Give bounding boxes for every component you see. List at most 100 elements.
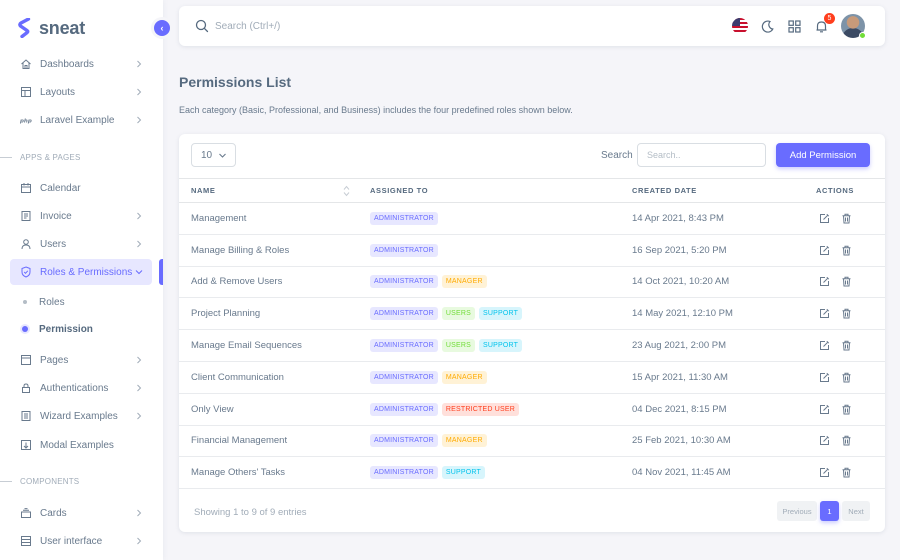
edit-icon[interactable] <box>817 370 831 384</box>
role-badge-support: SUPPORT <box>479 339 523 353</box>
page-title: Permissions List <box>179 74 292 90</box>
sidebar-item-label: Cards <box>40 507 67 519</box>
sidebar-item-wizard-examples[interactable]: Wizard Examples <box>10 403 152 429</box>
edit-icon[interactable] <box>817 307 831 321</box>
sidebar-item-users[interactable]: Users <box>10 231 152 257</box>
search-placeholder: Search (Ctrl+/) <box>215 20 281 32</box>
add-permission-button[interactable]: Add Permission <box>776 143 870 167</box>
delete-icon[interactable] <box>839 466 853 480</box>
role-badge-admin: ADMINISTRATOR <box>370 339 438 353</box>
delete-icon[interactable] <box>839 434 853 448</box>
user-avatar[interactable] <box>841 14 866 39</box>
permission-name: Manage Billing & Roles <box>179 234 358 267</box>
sidebar-item-layouts[interactable]: Layouts <box>10 79 152 105</box>
role-badge-support: SUPPORT <box>441 466 486 480</box>
table-row: Add & Remove Users ADMINISTRATOR MANAGER 14… <box>179 266 885 299</box>
table-row: Manage Billing & Roles ADMINISTRATOR 16 Se… <box>179 234 885 267</box>
chevron-right-icon <box>137 356 142 364</box>
created-date: 23 Aug 2021, 2:00 PM <box>632 329 785 362</box>
sidebar-item-authentications[interactable]: Authentications <box>10 375 152 401</box>
role-badge-admin: ADMINISTRATOR <box>370 307 438 321</box>
edit-icon[interactable] <box>817 211 831 225</box>
chevron-right-icon <box>137 509 142 517</box>
calendar-icon <box>20 182 32 194</box>
created-date: 15 Apr 2021, 11:30 AM <box>632 361 785 394</box>
bullet-icon <box>23 300 27 304</box>
delete-icon[interactable] <box>839 307 853 321</box>
wizard-icon <box>20 410 32 422</box>
row-actions <box>785 202 885 235</box>
chevron-down-icon <box>219 153 226 158</box>
delete-icon[interactable] <box>839 370 853 384</box>
global-search[interactable]: Search (Ctrl+/) <box>195 19 280 33</box>
theme-toggle-button[interactable] <box>759 18 775 34</box>
notifications-button[interactable]: 5 <box>813 13 835 34</box>
shortcuts-button[interactable] <box>786 18 802 34</box>
ui-icon <box>20 535 32 547</box>
online-status-dot <box>859 32 866 39</box>
permission-name: Management <box>179 202 358 235</box>
sidebar-subitem-roles[interactable]: Roles <box>10 290 152 314</box>
user-icon <box>20 238 32 250</box>
sort-icon <box>343 185 350 197</box>
table-search-input[interactable]: Search.. <box>637 143 766 167</box>
notification-count-badge: 5 <box>824 13 835 24</box>
delete-icon[interactable] <box>839 339 853 353</box>
edit-icon[interactable] <box>817 434 831 448</box>
sidebar-item-label: Calendar <box>40 182 81 194</box>
sidebar-item-cards[interactable]: Cards <box>10 500 152 526</box>
sidebar-item-pages[interactable]: Pages <box>10 347 152 373</box>
edit-icon[interactable] <box>817 339 831 353</box>
delete-icon[interactable] <box>839 243 853 257</box>
sidebar-subitem-label: Permission <box>39 323 93 335</box>
sidebar-item-user-interface[interactable]: User interface <box>10 528 152 554</box>
sneat-logo-icon <box>18 18 31 38</box>
role-badge-manager: MANAGER <box>441 370 487 384</box>
assigned-roles: ADMINISTRATOR USERS SUPPORT <box>358 297 632 331</box>
php-icon: php <box>20 114 32 126</box>
collapse-sidebar-button[interactable]: ‹ <box>154 20 170 36</box>
sidebar-item-label: Wizard Examples <box>40 410 118 422</box>
pagination-previous-button[interactable]: Previous <box>777 501 817 521</box>
chevron-down-icon <box>135 270 143 275</box>
chevron-right-icon <box>137 116 142 124</box>
language-button[interactable] <box>732 18 748 34</box>
sidebar-item-dashboards[interactable]: Dashboards <box>10 51 152 77</box>
home-icon <box>20 58 32 70</box>
bullet-icon <box>22 326 28 332</box>
pagination-next-button[interactable]: Next <box>842 501 870 521</box>
edit-icon[interactable] <box>817 275 831 289</box>
sidebar-item-laravel-example[interactable]: php Laravel Example <box>10 107 152 133</box>
sidebar-item-invoice[interactable]: Invoice <box>10 203 152 229</box>
menu-header-apps-pages: APPS & PAGES <box>0 150 163 164</box>
edit-icon[interactable] <box>817 402 831 416</box>
navbar-actions: 5 <box>721 13 866 39</box>
sidebar-subitem-permission[interactable]: Permission <box>10 317 152 341</box>
column-header-name[interactable]: NAME <box>179 178 358 203</box>
created-date: 25 Feb 2021, 10:30 AM <box>632 425 785 458</box>
edit-icon[interactable] <box>817 466 831 480</box>
page-length-value: 10 <box>201 149 213 161</box>
delete-icon[interactable] <box>839 402 853 416</box>
row-actions <box>785 425 885 458</box>
sidebar-item-modal-examples[interactable]: Modal Examples <box>10 432 152 458</box>
permission-name: Add & Remove Users <box>179 266 358 299</box>
page-length-select[interactable]: 10 <box>191 143 236 167</box>
chevron-left-icon: ‹ <box>160 23 164 33</box>
role-badge-admin: ADMINISTRATOR <box>370 434 438 448</box>
pagination-page-1[interactable]: 1 <box>820 501 839 521</box>
delete-icon[interactable] <box>839 211 853 225</box>
sidebar-item-calendar[interactable]: Calendar <box>10 175 152 201</box>
row-actions <box>785 393 885 426</box>
delete-icon[interactable] <box>839 275 853 289</box>
role-badge-manager: MANAGER <box>441 275 487 289</box>
table-header-row: NAME ASSIGNED TO CREATED DATE ACTIONS <box>179 178 885 203</box>
sidebar: sneat ‹ Dashboards Layouts php Laravel E… <box>0 0 170 560</box>
chevron-right-icon <box>137 537 142 545</box>
created-date: 14 Oct 2021, 10:20 AM <box>632 266 785 299</box>
created-date: 16 Sep 2021, 5:20 PM <box>632 234 785 267</box>
edit-icon[interactable] <box>817 243 831 257</box>
chevron-right-icon <box>137 88 142 96</box>
sidebar-item-roles-permissions[interactable]: Roles & Permissions <box>10 259 152 285</box>
brand[interactable]: sneat <box>0 0 163 56</box>
